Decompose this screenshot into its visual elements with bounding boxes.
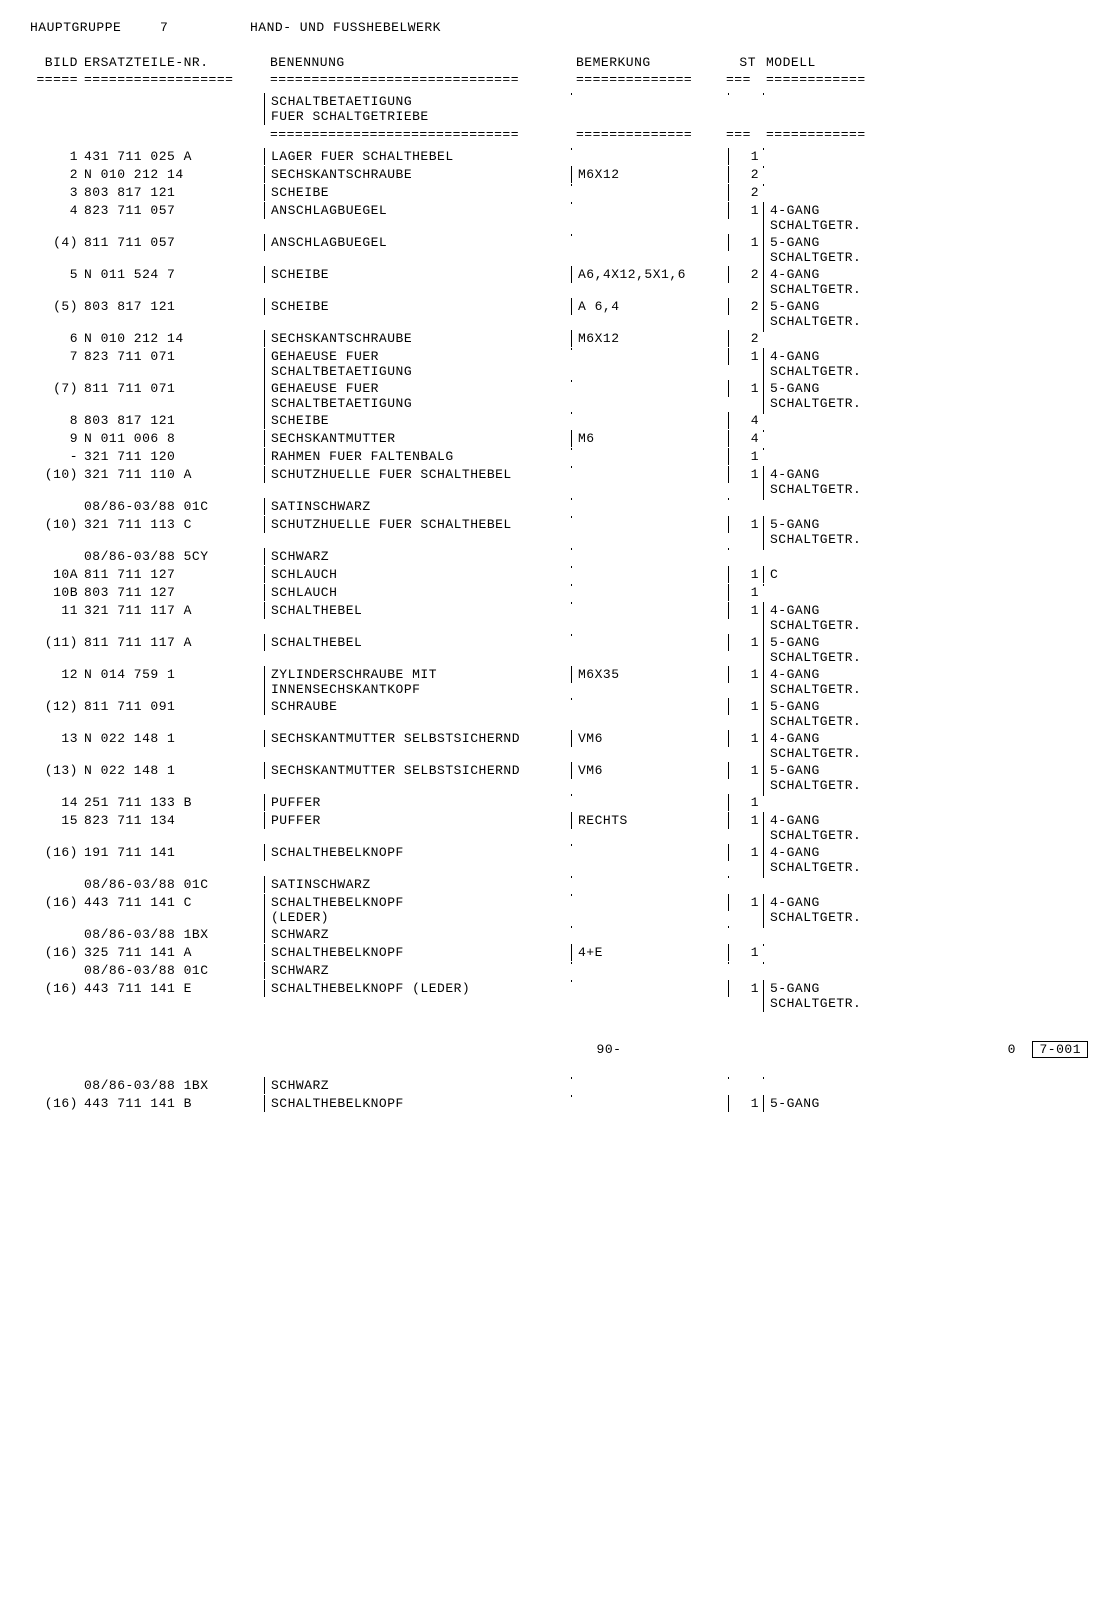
table-row: (7) 811 711 071GEHAEUSE FUER SCHALTBETAE… (30, 380, 1088, 412)
section-title-row: SCHALTBETAETIGUNGFUER SCHALTGETRIEBE (30, 93, 1088, 125)
table-row: (10) 321 711 113 CSCHUTZHUELLE FUER SCHA… (30, 516, 1088, 548)
table-row: (16) 325 711 141 ASCHALTHEBELKNOPF4+E1 (30, 944, 1088, 962)
table-row: (16) 443 711 141 BSCHALTHEBELKNOPF15-GAN… (30, 1095, 1088, 1113)
page-number: 90- (30, 1042, 888, 1057)
table-row: 10A 811 711 127SCHLAUCH1C (30, 566, 1088, 584)
table-row: 08/86-03/88 01CSATINSCHWARZ (30, 876, 1088, 894)
parts-table: 1 431 711 025 ALAGER FUER SCHALTHEBEL12N… (30, 148, 1088, 1012)
col-bild: BILD (30, 55, 84, 70)
group-label: HAUPTGRUPPE (30, 20, 160, 35)
table-row: 6N 010 212 14SECHSKANTSCHRAUBEM6X122 (30, 330, 1088, 348)
page-code: 0 7-001 (888, 1042, 1088, 1057)
col-mod: MODELL (760, 55, 906, 70)
table-row: 7 823 711 071GEHAEUSE FUER SCHALTBETAETI… (30, 348, 1088, 380)
table-row: (13)N 022 148 1SECHSKANTMUTTER SELBSTSIC… (30, 762, 1088, 794)
table-row: (4) 811 711 057ANSCHLAGBUEGEL15-GANG SCH… (30, 234, 1088, 266)
table-row: (16) 443 711 141 CSCHALTHEBELKNOPF (LEDE… (30, 894, 1088, 926)
table-row: 10B 803 711 127SCHLAUCH1 (30, 584, 1088, 602)
table-row: 08/86-03/88 1BXSCHWARZ (30, 1077, 1088, 1095)
col-ben: BENENNUNG (264, 55, 570, 70)
page-header: HAUPTGRUPPE 7 HAND- UND FUSSHEBELWERK (30, 20, 1088, 35)
group-number: 7 (160, 20, 250, 35)
table-row: 5N 011 524 7SCHEIBEA6,4X12,5X1,624-GANG … (30, 266, 1088, 298)
table-row: (12) 811 711 091SCHRAUBE15-GANG SCHALTGE… (30, 698, 1088, 730)
header-separator: ===== ================== ===============… (30, 72, 1088, 87)
col-st: ST (726, 55, 760, 70)
section-separator: ============================== =========… (30, 127, 1088, 142)
column-headers: BILD ERSATZTEILE-NR. BENENNUNG BEMERKUNG… (30, 55, 1088, 70)
table-row: (16) 191 711 141SCHALTHEBELKNOPF14-GANG … (30, 844, 1088, 876)
table-row: 12N 014 759 1ZYLINDERSCHRAUBE MIT INNENS… (30, 666, 1088, 698)
table-row: 08/86-03/88 5CYSCHWARZ (30, 548, 1088, 566)
table-row: (5) 803 817 121SCHEIBEA 6,425-GANG SCHAL… (30, 298, 1088, 330)
table-row: 4 823 711 057ANSCHLAGBUEGEL14-GANG SCHAL… (30, 202, 1088, 234)
table-row: 08/86-03/88 01CSATINSCHWARZ (30, 498, 1088, 516)
section-title: SCHALTBETAETIGUNGFUER SCHALTGETRIEBE (264, 93, 571, 125)
col-ers: ERSATZTEILE-NR. (84, 55, 264, 70)
page-footer: 90- 0 7-001 (30, 1042, 1088, 1057)
bottom-fragment: 08/86-03/88 1BXSCHWARZ(16) 443 711 141 B… (30, 1077, 1088, 1113)
table-row: 08/86-03/88 1BXSCHWARZ (30, 926, 1088, 944)
table-row: (16) 443 711 141 ESCHALTHEBELKNOPF (LEDE… (30, 980, 1088, 1012)
table-row: 13N 022 148 1SECHSKANTMUTTER SELBSTSICHE… (30, 730, 1088, 762)
table-row: 3 803 817 121SCHEIBE2 (30, 184, 1088, 202)
table-row: 08/86-03/88 01CSCHWARZ (30, 962, 1088, 980)
col-bem: BEMERKUNG (570, 55, 726, 70)
table-row: - 321 711 120RAHMEN FUER FALTENBALG1 (30, 448, 1088, 466)
page-title: HAND- UND FUSSHEBELWERK (250, 20, 1088, 35)
table-row: 15 823 711 134PUFFERRECHTS14-GANG SCHALT… (30, 812, 1088, 844)
table-row: 1 431 711 025 ALAGER FUER SCHALTHEBEL1 (30, 148, 1088, 166)
table-row: 14 251 711 133 BPUFFER1 (30, 794, 1088, 812)
table-row: 2N 010 212 14SECHSKANTSCHRAUBEM6X122 (30, 166, 1088, 184)
table-row: (11) 811 711 117 ASCHALTHEBEL15-GANG SCH… (30, 634, 1088, 666)
table-row: 11 321 711 117 ASCHALTHEBEL14-GANG SCHAL… (30, 602, 1088, 634)
table-row: 8 803 817 121SCHEIBE4 (30, 412, 1088, 430)
table-row: (10) 321 711 110 ASCHUTZHUELLE FUER SCHA… (30, 466, 1088, 498)
table-row: 9N 011 006 8SECHSKANTMUTTERM64 (30, 430, 1088, 448)
